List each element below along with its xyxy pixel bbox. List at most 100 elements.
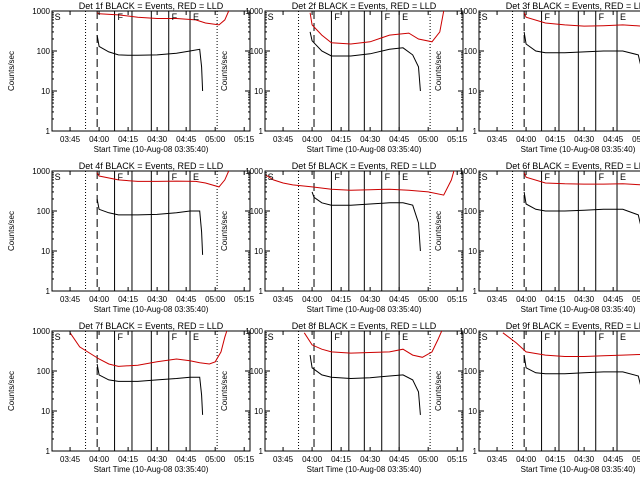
x-tick-label: 03:45 <box>487 135 508 144</box>
x-tick-label: 04:45 <box>176 295 197 304</box>
x-tick-label: 04:30 <box>360 295 381 304</box>
y-axis-label: Counts/sec <box>220 371 229 411</box>
y-tick-label: 1 <box>473 287 478 296</box>
y-axis-label: Counts/sec <box>434 51 443 91</box>
interval-marker: S <box>55 172 61 182</box>
x-tick-label: 03:45 <box>487 295 508 304</box>
y-axis-label: Counts/sec <box>7 371 16 411</box>
interval-marker: E <box>193 332 199 342</box>
y-tick-label: 1 <box>46 447 51 456</box>
x-tick-label: 04:45 <box>176 135 197 144</box>
x-tick-label: 04:15 <box>118 135 139 144</box>
plot-frame <box>478 10 640 132</box>
events-series-line <box>311 191 421 252</box>
series-group <box>309 11 445 92</box>
lld-series-line <box>502 332 640 357</box>
events-series-line <box>96 363 204 415</box>
y-tick-label: 1000 <box>245 167 263 176</box>
x-tick-label: 05:00 <box>632 135 640 144</box>
x-tick-label: 03:45 <box>487 455 508 464</box>
y-axis-label: Counts/sec <box>7 51 16 91</box>
plot-frame <box>478 170 640 292</box>
events-series-line <box>309 355 421 415</box>
y-tick-label: 1000 <box>245 327 263 336</box>
interval-marker: F <box>385 332 391 342</box>
y-tick-label: 1 <box>259 127 264 136</box>
y-tick-label: 10 <box>41 407 50 416</box>
x-tick-label: 04:45 <box>603 295 624 304</box>
y-tick-label: 100 <box>464 207 478 216</box>
interval-marker: E <box>193 12 199 22</box>
interval-marker: F <box>172 332 178 342</box>
series-group <box>502 332 640 386</box>
y-axis-label: Counts/sec <box>220 51 229 91</box>
x-tick-label: 03:45 <box>60 455 81 464</box>
interval-marker: F <box>334 332 340 342</box>
x-axis-label: Start Time (10-Aug-08 03:35:40) <box>94 305 209 314</box>
x-tick-label: 05:00 <box>418 295 439 304</box>
x-tick-label: 04:00 <box>302 295 323 304</box>
x-tick-label: 05:15 <box>447 135 468 144</box>
x-tick-label: 05:15 <box>234 455 255 464</box>
x-axis-label: Start Time (10-Aug-08 03:35:40) <box>94 465 209 474</box>
interval-marker: F <box>599 332 605 342</box>
y-tick-label: 10 <box>468 407 477 416</box>
y-tick-label: 10 <box>41 247 50 256</box>
y-tick-label: 100 <box>250 47 264 56</box>
interval-marker: S <box>268 12 274 22</box>
x-tick-label: 04:30 <box>147 295 168 304</box>
y-tick-label: 10 <box>468 87 477 96</box>
x-tick-label: 04:30 <box>574 295 595 304</box>
x-tick-label: 04:15 <box>545 135 566 144</box>
interval-marker: F <box>544 172 550 182</box>
x-tick-label: 05:15 <box>447 455 468 464</box>
lld-series-line <box>96 171 230 188</box>
y-tick-label: 1000 <box>459 327 477 336</box>
x-tick-label: 04:15 <box>331 295 352 304</box>
interval-marker: E <box>193 172 199 182</box>
x-axis-label: Start Time (10-Aug-08 03:35:40) <box>94 145 209 154</box>
interval-marker: E <box>620 172 626 182</box>
chart-title: Det 3f BLACK = Events, RED = LLD <box>506 1 640 11</box>
interval-marker: F <box>599 172 605 182</box>
interval-marker: E <box>620 12 626 22</box>
lld-series-line <box>309 11 445 45</box>
interval-marker: F <box>172 12 178 22</box>
y-tick-label: 1 <box>259 447 264 456</box>
series-group <box>96 11 230 92</box>
x-tick-label: 05:00 <box>205 295 226 304</box>
interval-marker: E <box>402 332 408 342</box>
x-tick-label: 04:45 <box>603 135 624 144</box>
x-tick-label: 04:00 <box>89 455 110 464</box>
x-axis-label: Start Time (10-Aug-08 03:35:40) <box>307 305 422 314</box>
chart-title: Det 1f BLACK = Events, RED = LLD <box>79 1 224 11</box>
x-tick-label: 05:00 <box>632 295 640 304</box>
y-tick-label: 1000 <box>459 7 477 16</box>
y-tick-label: 100 <box>250 367 264 376</box>
x-tick-label: 05:15 <box>234 135 255 144</box>
interval-marker: S <box>482 332 488 342</box>
y-tick-label: 10 <box>468 247 477 256</box>
interval-marker: F <box>117 172 123 182</box>
y-tick-label: 1 <box>473 447 478 456</box>
chart-panel-3: Det 3f BLACK = Events, RED = LLD S F F E 1 10 1… <box>434 1 640 154</box>
y-axis-label: Counts/sec <box>434 371 443 411</box>
x-tick-label: 03:45 <box>60 295 81 304</box>
x-axis-label: Start Time (10-Aug-08 03:35:40) <box>307 145 422 154</box>
interval-marker: F <box>544 332 550 342</box>
lld-series-line <box>96 11 230 26</box>
x-tick-label: 05:00 <box>205 135 226 144</box>
y-tick-label: 1000 <box>32 7 50 16</box>
interval-marker: F <box>385 12 391 22</box>
x-tick-label: 05:00 <box>205 455 226 464</box>
y-axis-label: Counts/sec <box>220 211 229 251</box>
y-tick-label: 100 <box>250 207 264 216</box>
series-group <box>265 171 455 252</box>
series-group <box>303 331 443 415</box>
interval-marker: F <box>117 12 123 22</box>
interval-marker: E <box>402 12 408 22</box>
lld-series-line <box>265 171 455 196</box>
chart-panel-6: Det 6f BLACK = Events, RED = LLD S F F E 1 10 1… <box>434 161 640 314</box>
y-tick-label: 1 <box>46 287 51 296</box>
